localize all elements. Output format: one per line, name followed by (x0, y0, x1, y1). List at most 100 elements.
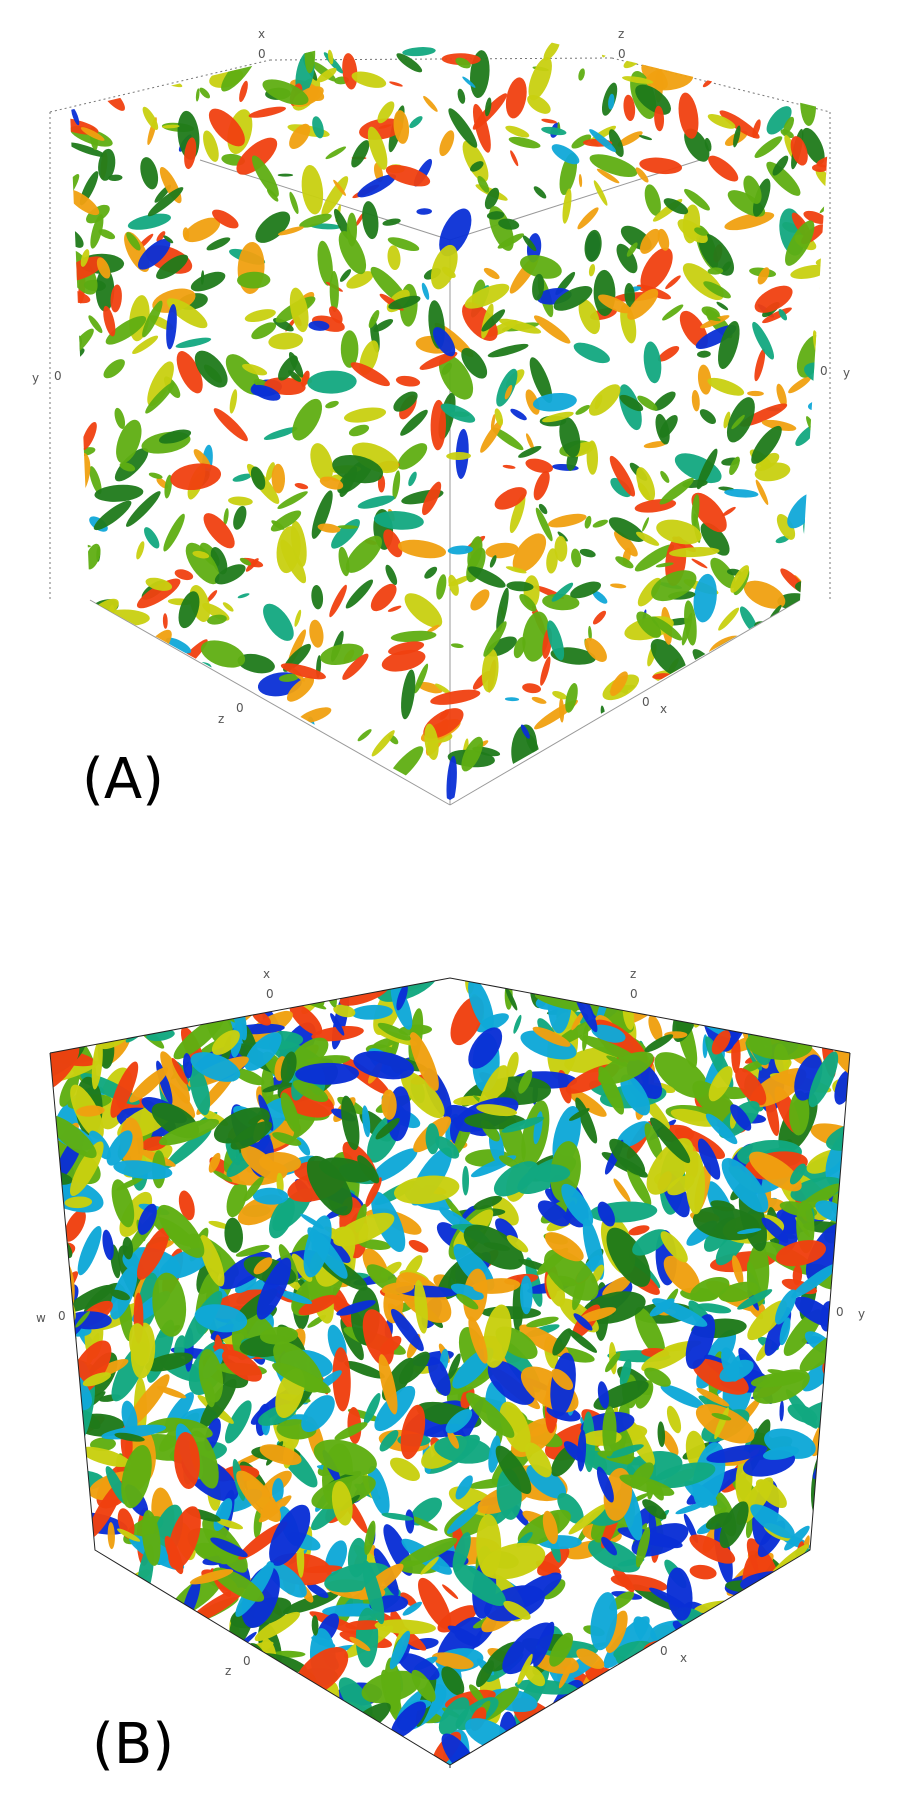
vortex-blob (286, 676, 315, 702)
vortex-blob (256, 1257, 292, 1320)
vortex-blob (292, 1703, 318, 1756)
vortex-blob (489, 555, 497, 568)
vortex-blob (50, 1115, 97, 1159)
vortex-blob (353, 1764, 406, 1765)
vortex-blob (588, 625, 592, 641)
vortex-blob (299, 213, 332, 228)
vortex-blob (355, 978, 365, 995)
vortex-blob (571, 548, 582, 568)
vortex-blob (332, 454, 384, 484)
vortex-blob (129, 1323, 150, 1367)
vortex-blob (588, 263, 596, 277)
vortex-blob (772, 1708, 800, 1765)
vortex-blob (723, 1689, 769, 1724)
vortex-blob (230, 38, 257, 64)
vortex-blob (244, 1032, 282, 1071)
vortex-blob (311, 1026, 364, 1042)
vortex-blob (130, 70, 145, 90)
vortex-blob (236, 137, 278, 175)
vortex-blob (724, 489, 759, 498)
vortex-blob (193, 1713, 211, 1739)
vortex-blob (830, 1524, 850, 1580)
vortex-blob (795, 424, 817, 446)
vortex-blob (811, 1519, 850, 1553)
vortex-blob (381, 649, 426, 672)
vortex-blob (221, 50, 257, 92)
vortex-blob (685, 1314, 716, 1369)
vortex-blob (769, 978, 779, 994)
vortex-blob (670, 1683, 703, 1698)
panel-a-cube-frame (49, 57, 831, 600)
vortex-blob (306, 1582, 329, 1599)
vortex-blob (75, 590, 89, 624)
vortex-blob (70, 579, 75, 598)
vortex-blob (733, 1748, 761, 1755)
vortex-blob (260, 1744, 304, 1765)
vortex-blob (677, 219, 708, 244)
vortex-blob (245, 558, 259, 572)
vortex-blob (632, 1656, 644, 1680)
vortex-blob (723, 1663, 785, 1688)
vortex-blob (481, 648, 499, 693)
vortex-blob (844, 978, 850, 990)
vortex-blob (162, 124, 180, 129)
vortex-blob (592, 519, 608, 528)
vortex-blob (697, 1630, 723, 1675)
vortex-blob (137, 1605, 171, 1663)
vortex-blob (114, 1432, 145, 1442)
vortex-blob (319, 476, 344, 490)
vortex-blob (498, 1155, 520, 1169)
vortex-blob (301, 1395, 335, 1433)
vortex-blob (588, 384, 621, 416)
vortex-blob (707, 114, 736, 129)
vortex-blob (387, 605, 402, 612)
vortex-blob (495, 777, 524, 795)
vortex-blob (50, 1485, 71, 1546)
vortex-blob (819, 201, 830, 214)
vortex-blob (533, 315, 571, 344)
vortex-blob (490, 414, 496, 430)
vortex-blob (236, 1470, 282, 1523)
vortex-blob (509, 494, 526, 534)
vortex-blob (294, 482, 309, 490)
vortex-blob (762, 1446, 800, 1460)
vortex-blob (651, 616, 683, 641)
vortex-blob (622, 743, 637, 758)
vortex-blob (194, 1688, 242, 1705)
vortex-blob (794, 1762, 844, 1765)
vortex-blob (476, 1104, 518, 1117)
vortex-blob (721, 691, 757, 734)
vortex-blob (387, 778, 409, 799)
vortex-blob (830, 219, 840, 251)
vortex-blob (565, 683, 578, 713)
vortex-blob (784, 1525, 810, 1551)
vortex-blob (50, 1364, 78, 1417)
vortex-blob (662, 304, 684, 321)
vortex-blob (80, 127, 105, 141)
vortex-blob (61, 1485, 92, 1509)
vortex-blob (695, 1404, 755, 1444)
vortex-blob (595, 1739, 626, 1765)
vortex-blob (424, 723, 439, 761)
vortex-blob (276, 526, 301, 574)
vortex-blob (525, 433, 535, 451)
vortex-blob (557, 1492, 584, 1524)
vortex-blob (773, 786, 810, 800)
vortex-blob (534, 992, 585, 1011)
vortex-blob (196, 49, 236, 71)
vortex-blob (321, 176, 349, 217)
vortex-blob (162, 677, 209, 704)
vortex-blob (50, 1442, 60, 1471)
vortex-blob (81, 27, 117, 71)
vortex-blob (336, 1300, 376, 1316)
vortex-blob (647, 758, 673, 776)
vortex-blob (70, 142, 106, 158)
vortex-blob (214, 564, 246, 585)
vortex-blob (737, 766, 752, 781)
vortex-blob (752, 119, 761, 138)
vortex-blob (164, 1671, 200, 1698)
vortex-blob (666, 1567, 693, 1621)
vortex-blob (428, 1356, 451, 1396)
vortex-blob (141, 1510, 161, 1566)
vortex-blob (317, 67, 337, 83)
